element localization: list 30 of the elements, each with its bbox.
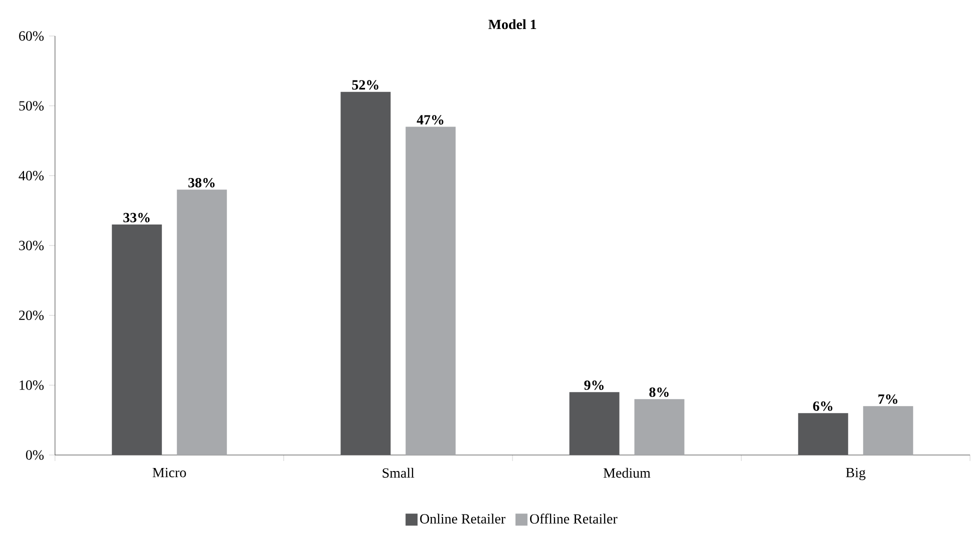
bar xyxy=(176,190,227,455)
y-tick-label: 50% xyxy=(19,101,44,111)
y-tick-label: 40% xyxy=(18,170,44,180)
y-tick-label: 0% xyxy=(26,450,44,460)
data-label: 6% xyxy=(813,401,832,411)
bar xyxy=(406,126,456,455)
x-tick-label: Micro xyxy=(152,468,186,478)
bar xyxy=(798,413,848,455)
data-label: 47% xyxy=(416,115,444,125)
data-label: 33% xyxy=(123,212,150,222)
legend-label: Offline Retailer xyxy=(530,514,618,524)
data-label: 38% xyxy=(188,178,215,188)
x-tick-label: Big xyxy=(846,468,866,480)
x-tick-label: Small xyxy=(382,468,414,478)
bar xyxy=(634,399,684,455)
data-label: 52% xyxy=(352,80,378,90)
chart-title: Model 1 xyxy=(488,19,536,30)
bar xyxy=(863,406,914,455)
bar xyxy=(112,224,162,455)
y-tick-label: 30% xyxy=(19,240,44,250)
legend-label: Online Retailer xyxy=(420,514,506,524)
bar xyxy=(340,92,391,455)
bar xyxy=(569,392,620,455)
y-tick-label: 20% xyxy=(19,310,44,320)
x-tick-label: Medium xyxy=(604,468,650,478)
y-tick-label: 10% xyxy=(20,380,44,390)
data-label: 9% xyxy=(584,380,604,390)
y-tick-label: 60% xyxy=(19,31,44,41)
data-label: 7% xyxy=(878,394,898,404)
data-label: 8% xyxy=(649,387,669,397)
